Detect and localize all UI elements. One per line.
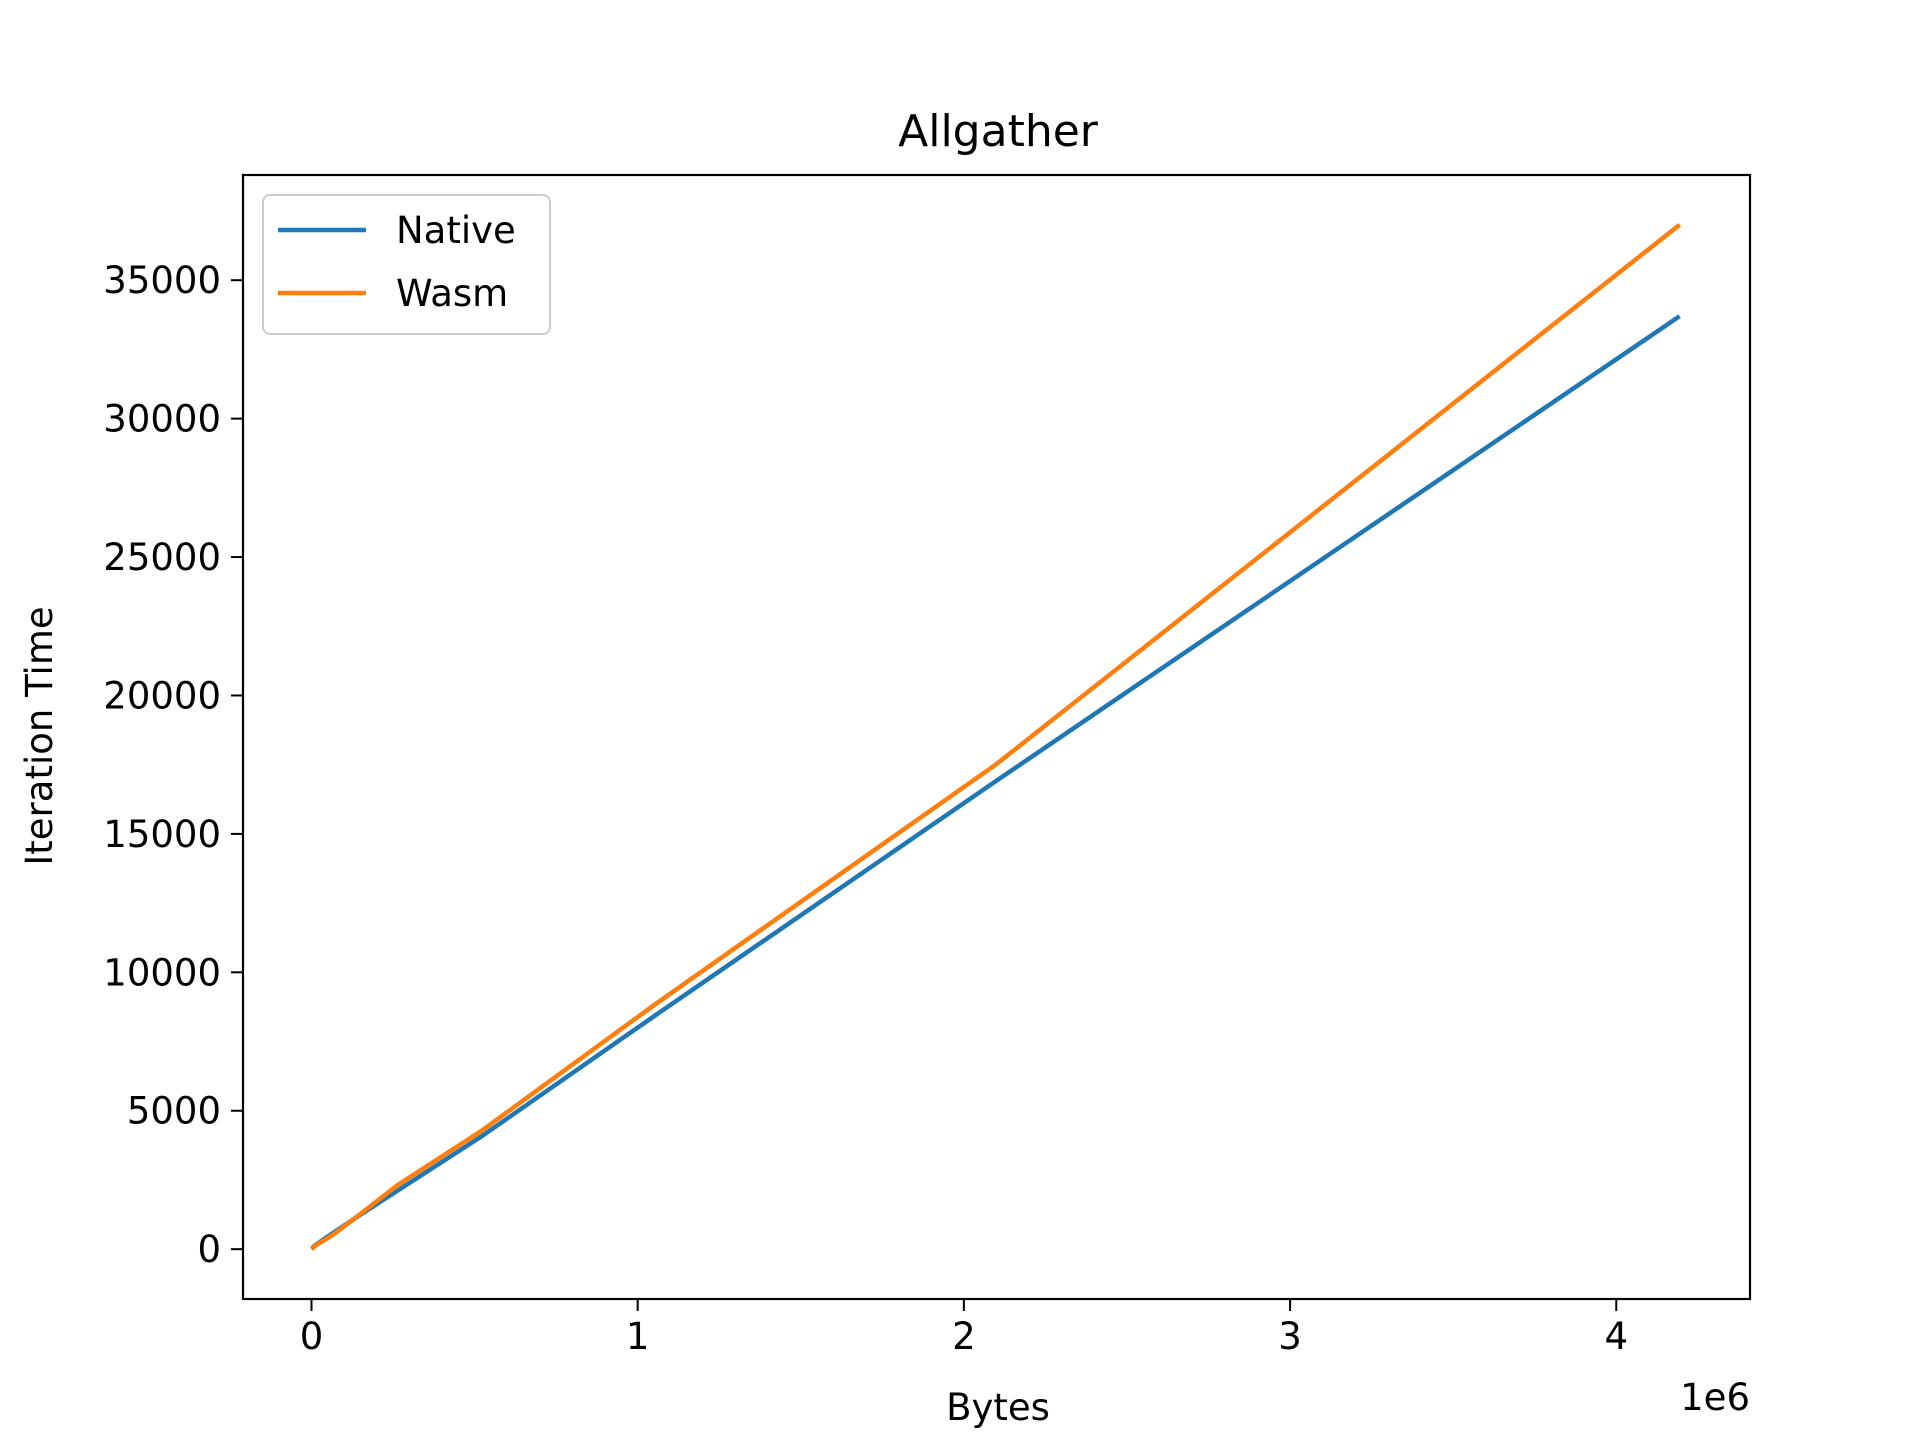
y-tick-label: 25000	[103, 536, 221, 579]
y-tick-label: 30000	[103, 398, 221, 441]
y-axis-label: Iteration Time	[18, 606, 61, 865]
chart-title: Allgather	[898, 106, 1099, 157]
axes-frame	[241, 173, 1752, 1301]
x-offset-label: 1e6	[1680, 1376, 1750, 1419]
legend-label-native: Native	[396, 209, 516, 252]
legend: Native Wasm	[262, 194, 551, 335]
y-tick-label: 10000	[103, 951, 221, 994]
y-tick-label: 20000	[103, 674, 221, 717]
y-tick-label: 5000	[127, 1090, 221, 1133]
x-tick-label: 1	[626, 1315, 650, 1358]
x-tick-label: 3	[1278, 1315, 1302, 1358]
y-tick-label: 0	[197, 1228, 221, 1271]
x-tick-label: 2	[952, 1315, 976, 1358]
x-axis-label: Bytes	[946, 1386, 1050, 1429]
legend-label-wasm: Wasm	[396, 272, 508, 315]
series-line-wasm	[310, 223, 1681, 1251]
x-tick-label: 0	[300, 1315, 324, 1358]
y-tick-label: 15000	[103, 813, 221, 856]
plot-area: 0 1 2 3 4 0 5000 10000 15000 20000 25000 30000 35000	[103, 173, 1752, 1358]
y-tick-label: 35000	[103, 259, 221, 302]
x-tick-label: 4	[1604, 1315, 1628, 1358]
